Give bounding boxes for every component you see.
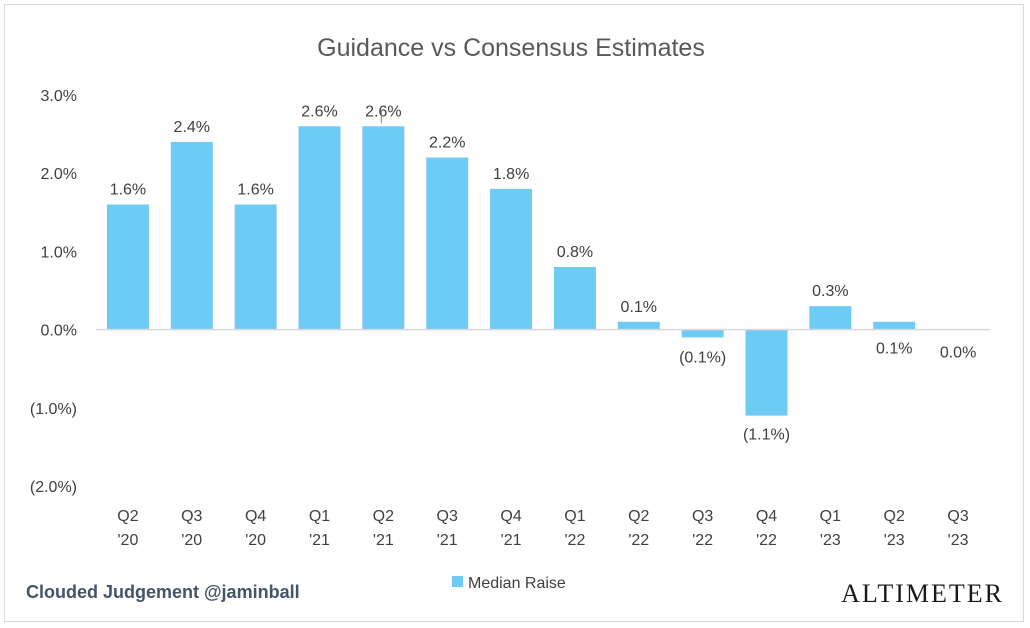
bar <box>490 188 533 330</box>
data-label: 0.0% <box>940 345 976 362</box>
bar <box>298 126 341 330</box>
x-tick-label: '23 <box>884 532 905 549</box>
bars <box>106 126 916 416</box>
x-tick-label: '22 <box>564 532 585 549</box>
data-labels: 1.6% 2.4% 1.6% 2.6% 2.6% 2.2% 1.8% 0.8% 0.1% (0.1… <box>110 103 977 443</box>
y-tick-label: 2.0% <box>41 166 77 183</box>
legend-swatch <box>452 576 463 587</box>
y-tick-label: 3.0% <box>41 88 77 105</box>
y-tick-label: 0.0% <box>41 323 77 340</box>
x-tick-label: '23 <box>820 532 841 549</box>
data-label: 2.2% <box>429 135 465 152</box>
credit-text: Clouded Judgement @jaminball <box>26 582 300 602</box>
data-label: 2.6% <box>301 103 337 120</box>
data-label: 2.4% <box>174 119 210 136</box>
data-label: 1.8% <box>493 166 529 183</box>
x-tick-label: '21 <box>309 532 330 549</box>
bar <box>617 321 660 330</box>
bar <box>553 267 596 330</box>
x-tick-label: '22 <box>756 532 777 549</box>
data-label: 1.6% <box>237 181 273 198</box>
data-label: 2.6% <box>365 103 401 120</box>
x-tick-label: '21 <box>501 532 522 549</box>
bar <box>809 306 852 330</box>
x-tick-label: Q3 <box>692 508 713 525</box>
bar <box>362 126 405 330</box>
data-label: 0.1% <box>621 299 657 316</box>
data-label: 0.1% <box>876 341 912 358</box>
x-tick-label: '20 <box>245 532 266 549</box>
bar <box>234 204 277 330</box>
x-tick-label: Q1 <box>309 508 330 525</box>
data-label: (1.1%) <box>743 427 790 444</box>
x-axis: Q2 '20 Q3 '20 Q4 '20 Q1 '21 Q2 '21 Q3 '21 Q4 '21 Q1 '22… <box>96 328 990 549</box>
y-tick-label: (2.0%) <box>30 479 77 496</box>
x-tick-label: Q2 <box>117 508 138 525</box>
y-axis: 3.0% 2.0% 1.0% 0.0% (1.0%) (2.0%) <box>30 88 77 496</box>
x-tick-label: Q3 <box>947 508 968 525</box>
x-tick-label: '20 <box>181 532 202 549</box>
data-label: 0.3% <box>812 283 848 300</box>
x-tick-label: Q1 <box>820 508 841 525</box>
data-label: 1.6% <box>110 181 146 198</box>
bar <box>106 204 149 330</box>
x-tick-label: '21 <box>373 532 394 549</box>
bar <box>426 157 469 330</box>
x-tick-label: Q2 <box>373 508 394 525</box>
y-tick-label: 1.0% <box>41 244 77 261</box>
bar <box>745 329 788 416</box>
x-tick-label: Q3 <box>437 508 458 525</box>
x-tick-label: '21 <box>437 532 458 549</box>
x-tick-label: Q2 <box>884 508 905 525</box>
legend: Median Raise <box>452 575 566 592</box>
chart-title: Guidance vs Consensus Estimates <box>317 34 705 62</box>
bar <box>873 321 916 330</box>
data-label: 0.8% <box>557 244 593 261</box>
x-tick-label: Q4 <box>500 508 521 525</box>
x-tick-label: Q2 <box>628 508 649 525</box>
x-tick-label: Q4 <box>245 508 266 525</box>
bar <box>681 329 724 338</box>
x-tick-label: '20 <box>117 532 138 549</box>
bar <box>170 141 213 330</box>
brand-logo-text: ALTIMETER <box>841 579 1004 608</box>
x-tick-label: '22 <box>628 532 649 549</box>
x-tick-label: Q3 <box>181 508 202 525</box>
x-tick-label: Q1 <box>564 508 585 525</box>
y-tick-label: (1.0%) <box>30 401 77 418</box>
x-tick-label: '23 <box>948 532 969 549</box>
x-tick-label: '22 <box>692 532 713 549</box>
legend-label: Median Raise <box>468 575 566 592</box>
data-label: (0.1%) <box>679 350 726 367</box>
x-tick-label: Q4 <box>756 508 777 525</box>
